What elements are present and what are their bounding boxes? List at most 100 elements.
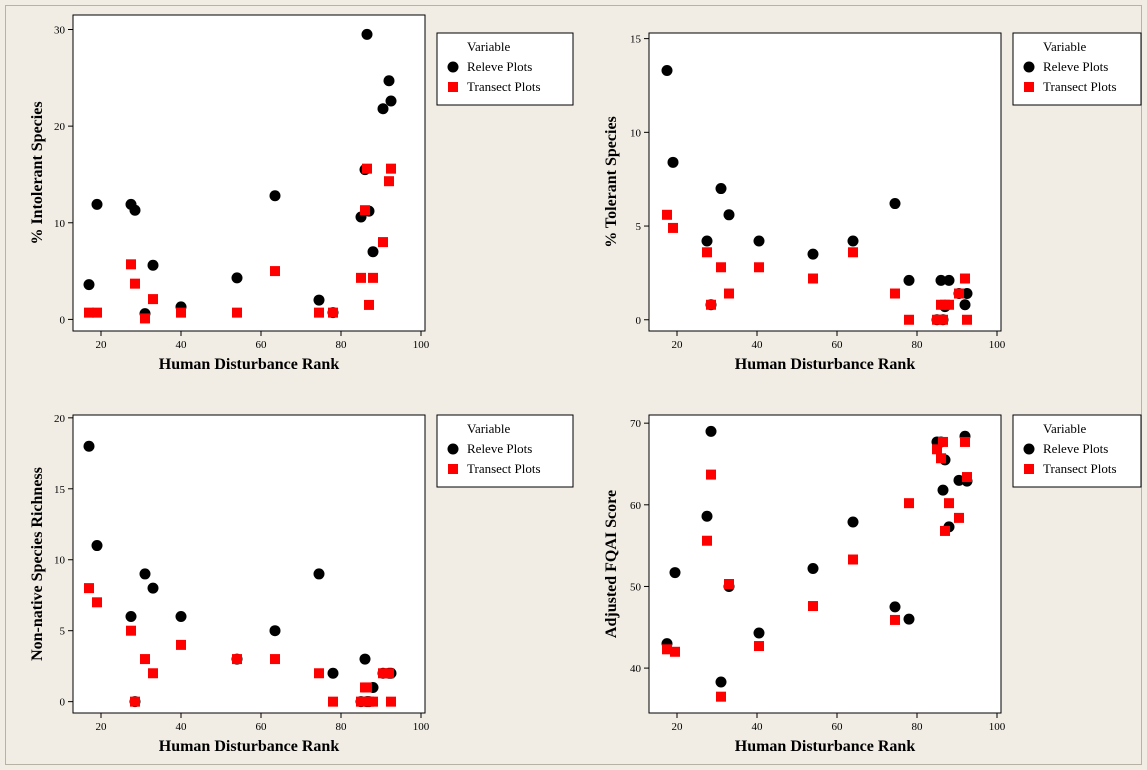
data-point-transect [384,668,394,679]
data-point-transect [724,288,734,299]
data-point-transect [706,469,716,480]
data-point-transect [954,288,964,299]
x-tick-label: 60 [832,721,844,733]
data-point-releve [807,248,819,260]
data-point-transect [960,436,970,447]
data-point-releve [715,676,727,688]
data-point-transect [808,601,818,612]
data-point-transect [386,163,396,174]
data-point-transect [848,247,858,258]
legend-label: Transect Plots [1043,461,1117,476]
x-tick-label: 40 [752,721,764,733]
legend: Variable Releve Plots Transect Plots [1012,32,1142,106]
series-transect [662,209,972,325]
plot-area [648,32,1002,332]
plot-area [72,414,426,714]
x-tick-label: 100 [413,339,430,351]
data-point-releve [125,611,137,623]
data-point-transect [962,472,972,483]
x-tick-label: 60 [256,339,268,351]
data-point-transect [176,639,186,650]
data-point-transect [670,646,680,657]
data-point-transect [92,307,102,318]
y-tick-label: 0 [636,315,642,327]
data-point-releve [231,272,243,284]
legend-title: Variable [467,39,511,54]
y-tick-label: 20 [54,413,66,425]
data-point-releve [903,613,915,625]
scatter-panel-3: 20 40 60 80 100 0 5 10 15 20 Human Disturbance Ran… [29,413,574,755]
y-tick-label: 15 [54,484,66,496]
data-point-transect [904,498,914,509]
data-point-releve [753,627,765,639]
data-point-transect [848,554,858,565]
scatter-panel-2: 20 40 60 80 100 0 5 10 15 Human Disturbance Rank%… [603,32,1142,373]
data-point-releve [847,235,859,247]
data-point-transect [140,313,150,324]
data-point-transect [940,525,950,536]
plot-area [72,14,426,332]
data-point-transect [130,696,140,707]
legend-marker-square [1024,464,1034,474]
legend-marker-circle [1023,443,1035,455]
data-point-releve [129,204,141,216]
data-point-transect [126,625,136,636]
data-point-releve [147,582,159,594]
x-tick-label: 80 [336,721,348,733]
y-tick-label: 60 [630,500,642,512]
data-point-releve [715,183,727,195]
data-point-transect [724,579,734,590]
data-point-transect [356,272,366,283]
data-point-transect [936,453,946,464]
data-point-transect [890,288,900,299]
legend-label: Transect Plots [467,79,541,94]
data-point-releve [147,259,159,271]
legend-label: Transect Plots [1043,79,1117,94]
x-tick-label: 60 [832,339,844,351]
data-point-transect [314,668,324,679]
data-point-transect [808,273,818,284]
x-tick-label: 20 [96,721,108,733]
data-point-transect [360,205,370,216]
data-point-transect [148,668,158,679]
x-tick-label: 20 [672,339,684,351]
legend: Variable Releve Plots Transect Plots [436,32,574,106]
data-point-releve [313,294,325,306]
y-tick-label: 5 [636,221,642,233]
data-point-releve [377,103,389,115]
legend-box [1012,32,1142,106]
data-point-releve [327,667,339,679]
series-releve [83,28,397,320]
data-point-releve [269,625,281,637]
legend: Variable Releve Plots Transect Plots [1012,414,1142,488]
data-point-releve [953,474,965,486]
data-point-transect [378,668,388,679]
legend-title: Variable [1043,421,1087,436]
y-tick-label: 10 [54,218,66,230]
data-point-releve [385,95,397,107]
data-point-releve [139,568,151,580]
data-point-transect [932,314,942,325]
data-point-releve [91,198,103,210]
data-point-transect [328,696,338,707]
y-tick-label: 10 [630,127,642,139]
legend-marker-square [1024,82,1034,92]
data-point-releve [959,299,971,311]
data-point-transect [384,176,394,187]
x-axis-title: Human Disturbance Rank [159,356,340,373]
x-tick-label: 100 [413,721,430,733]
x-axis-title: Human Disturbance Rank [735,738,916,755]
data-point-releve [661,64,673,76]
legend-title: Variable [1043,39,1087,54]
data-point-releve [807,562,819,574]
legend-label: Releve Plots [467,441,532,456]
data-point-transect [368,272,378,283]
data-point-transect [356,696,366,707]
data-point-releve [175,611,187,623]
data-point-transect [662,644,672,655]
data-point-transect [754,641,764,652]
data-point-transect [706,299,716,310]
data-point-transect [702,247,712,258]
x-tick-label: 80 [912,721,924,733]
